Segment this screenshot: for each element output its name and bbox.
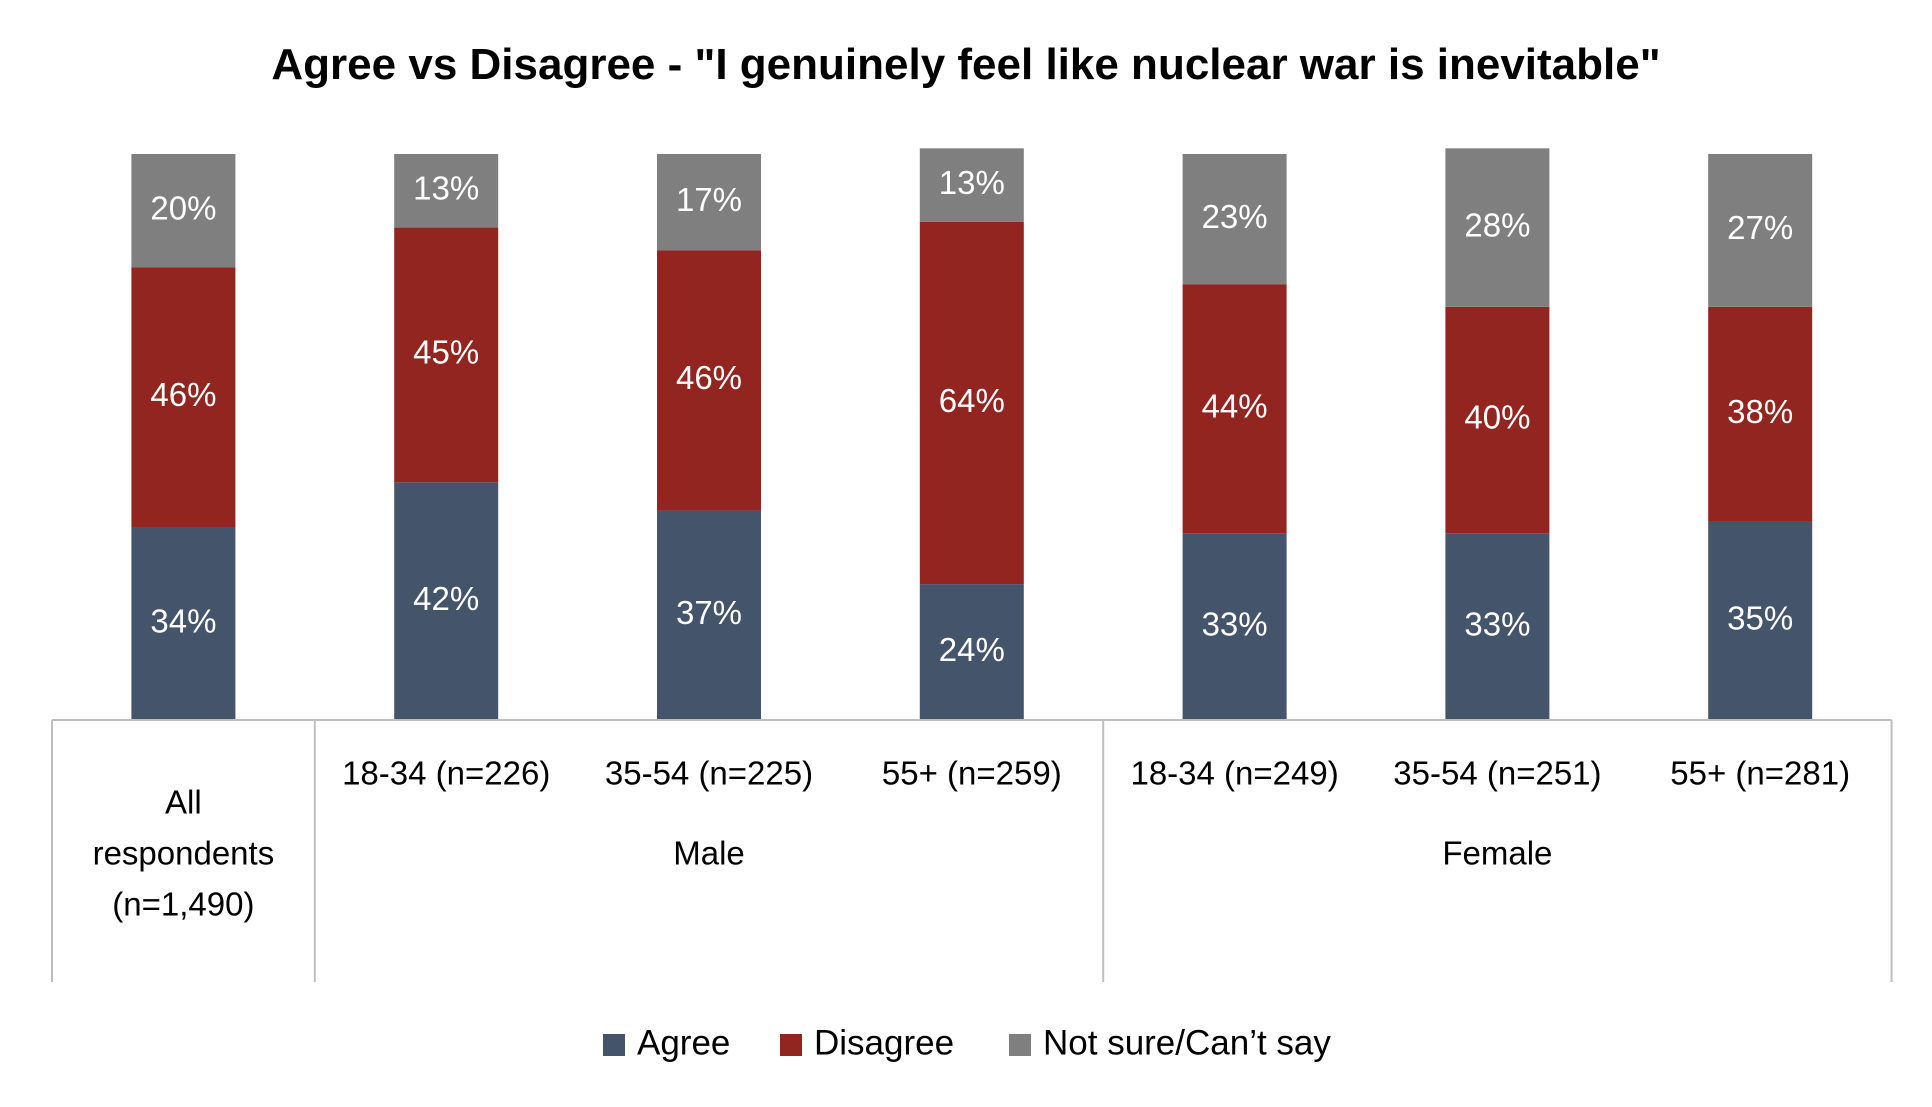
bar-disagree-6 — [1708, 306, 1813, 522]
bar-disagree-0 — [131, 267, 236, 528]
data-label-1-4: 44% — [1202, 387, 1268, 424]
data-label-1-0: 46% — [150, 376, 216, 413]
category-label-1: 18-34 (n=226) — [342, 755, 550, 792]
bar-not-sure-can-t-say-6 — [1708, 154, 1813, 307]
category-label-0-line-1: respondents — [93, 835, 275, 872]
data-label-2-3: 13% — [939, 164, 1005, 201]
bar-disagree-3 — [919, 221, 1024, 585]
data-label-2-5: 28% — [1464, 206, 1530, 243]
bar-agree-0 — [131, 527, 236, 720]
data-label-0-6: 35% — [1727, 600, 1793, 637]
group-label-male: Male — [673, 835, 745, 872]
data-label-2-0: 20% — [150, 189, 216, 226]
legend-swatch-disagree — [780, 1034, 802, 1056]
data-label-1-5: 40% — [1464, 399, 1530, 436]
category-label-2: 35-54 (n=225) — [605, 755, 813, 792]
bar-disagree-5 — [1445, 306, 1550, 534]
data-label-2-2: 17% — [676, 181, 742, 218]
bar-agree-6 — [1708, 521, 1813, 720]
data-label-1-1: 45% — [413, 334, 479, 371]
bar-disagree-4 — [1182, 284, 1287, 534]
bar-not-sure-can-t-say-1 — [394, 154, 499, 228]
bar-not-sure-can-t-say-5 — [1445, 148, 1550, 307]
data-label-0-5: 33% — [1464, 605, 1530, 642]
group-label-female: Female — [1442, 835, 1552, 872]
legend-swatch-not-sure-can-t-say — [1009, 1034, 1031, 1056]
data-label-1-3: 64% — [939, 382, 1005, 419]
category-label-0-line-0: All — [165, 784, 202, 821]
bar-not-sure-can-t-say-4 — [1182, 154, 1287, 285]
category-label-3: 55+ (n=259) — [882, 755, 1062, 792]
data-label-2-4: 23% — [1202, 198, 1268, 235]
data-label-0-2: 37% — [676, 594, 742, 631]
legend-label-agree: Agree — [637, 1023, 730, 1062]
bar-not-sure-can-t-say-0 — [131, 154, 236, 268]
data-label-0-3: 24% — [939, 631, 1005, 668]
bar-agree-5 — [1445, 533, 1550, 720]
category-label-4: 18-34 (n=249) — [1130, 755, 1338, 792]
data-label-1-2: 46% — [676, 359, 742, 396]
legend-label-disagree: Disagree — [814, 1023, 954, 1062]
bar-disagree-1 — [394, 227, 499, 483]
bar-disagree-2 — [657, 250, 761, 511]
data-label-0-4: 33% — [1202, 605, 1268, 642]
category-label-0-line-2: (n=1,490) — [112, 886, 254, 923]
bar-not-sure-can-t-say-3 — [919, 148, 1024, 222]
category-label-5: 35-54 (n=251) — [1393, 755, 1601, 792]
legend-label-not-sure-can-t-say: Not sure/Can’t say — [1043, 1023, 1331, 1062]
data-label-0-0: 34% — [150, 602, 216, 639]
data-label-0-1: 42% — [413, 580, 479, 617]
data-label-1-6: 38% — [1727, 393, 1793, 430]
bar-agree-3 — [919, 584, 1024, 720]
data-label-2-6: 27% — [1727, 209, 1793, 246]
bar-not-sure-can-t-say-2 — [657, 154, 761, 251]
bar-agree-4 — [1182, 533, 1287, 720]
category-label-6: 55+ (n=281) — [1670, 755, 1850, 792]
legend-swatch-agree — [603, 1034, 625, 1056]
data-label-2-1: 13% — [413, 170, 479, 207]
bar-agree-1 — [394, 482, 499, 720]
chart-title: Agree vs Disagree - "I genuinely feel li… — [271, 40, 1661, 89]
bar-agree-2 — [657, 510, 761, 720]
